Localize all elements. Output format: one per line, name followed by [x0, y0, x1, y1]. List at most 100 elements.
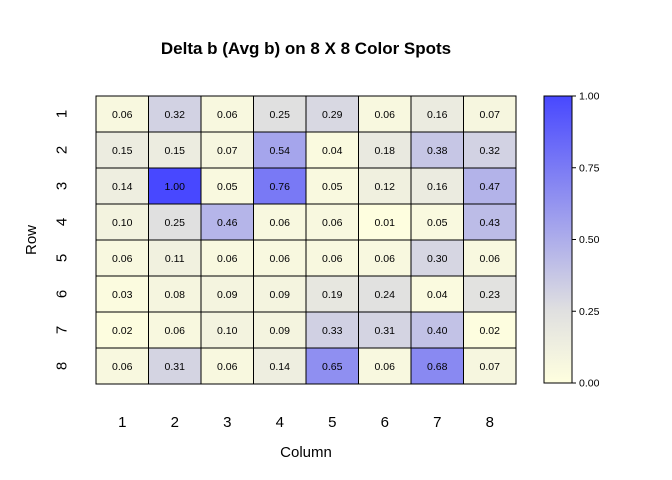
legend-tick-label: 0.75: [579, 162, 600, 174]
cell-value-label: 0.12: [375, 181, 396, 193]
heatmap-cell-r6-c2: [148, 275, 202, 313]
cell-value-label: 0.10: [112, 217, 133, 229]
cell-value-label: 0.76: [270, 181, 291, 193]
heatmap-cell-r3-c4: [253, 167, 307, 205]
cell-value-label: 0.18: [375, 145, 396, 157]
heatmap-cell-r2-c6: [358, 131, 412, 169]
heatmap-cell-r7-c1: [95, 311, 149, 349]
y-axis-ticks: 1 2 3 4 5 6 7 8: [54, 110, 71, 370]
cell-value-label: 0.10: [217, 325, 238, 337]
heatmap-cell-r5-c8: [463, 239, 517, 277]
x-axis-ticks: 1 2 3 4 5 6 7 8: [118, 414, 494, 431]
y-tick-label: 7: [54, 326, 71, 334]
legend-tick-label: 1.00: [579, 91, 600, 103]
cell-value-label: 0.07: [217, 145, 238, 157]
cell-value-label: 0.29: [322, 109, 343, 121]
cell-value-label: 0.06: [165, 325, 186, 337]
legend-tick-label: 0.50: [579, 234, 600, 246]
cell-value-label: 0.06: [112, 109, 133, 121]
cell-value-label: 0.02: [112, 325, 133, 337]
heatmap-cell-r4-c3: [200, 203, 254, 241]
heatmap-cell-r8-c1: [95, 347, 149, 385]
heatmap-cell-r5-c7: [410, 239, 464, 277]
heatmap-cell-r6-c7: [410, 275, 464, 313]
heatmap-cell-r3-c1: [95, 167, 149, 205]
cell-value-label: 0.06: [270, 253, 291, 265]
cell-value-label: 0.11: [165, 253, 185, 265]
x-tick-label: 8: [486, 414, 494, 431]
x-tick-label: 4: [276, 414, 284, 431]
cell-value-label: 0.19: [322, 289, 343, 301]
cell-value-label: 0.07: [480, 109, 501, 121]
heatmap-cell-r8-c8: [463, 347, 517, 385]
y-tick-label: 3: [54, 182, 71, 190]
cell-value-label: 0.16: [427, 181, 448, 193]
y-tick-label: 1: [54, 110, 71, 118]
cell-value-label: 0.06: [112, 361, 133, 373]
heatmap-cell-r6-c3: [200, 275, 254, 313]
cell-value-label: 0.24: [375, 289, 396, 301]
y-tick-label: 4: [54, 218, 71, 226]
cell-value-label: 0.06: [480, 253, 501, 265]
heatmap-cell-r3-c6: [358, 167, 412, 205]
x-tick-label: 7: [433, 414, 441, 431]
heatmap-cell-r3-c7: [410, 167, 464, 205]
cell-value-label: 0.05: [217, 181, 238, 193]
cell-value-label: 0.05: [427, 217, 448, 229]
cell-value-label: 0.33: [322, 325, 343, 337]
cell-value-label: 0.06: [322, 253, 343, 265]
heatmap-cell-r7-c8: [463, 311, 517, 349]
legend-tick-label: 0.25: [579, 306, 600, 318]
y-tick-label: 6: [54, 290, 71, 298]
heatmap-cell-r1-c6: [358, 95, 412, 133]
heatmap-cell-r3-c5: [305, 167, 359, 205]
cell-value-label: 0.40: [427, 325, 448, 337]
heatmap-cell-r2-c2: [148, 131, 202, 169]
heatmap-cell-r7-c5: [305, 311, 359, 349]
cell-value-label: 0.14: [270, 361, 291, 373]
cell-value-label: 0.15: [112, 145, 133, 157]
cell-value-label: 0.01: [375, 217, 396, 229]
cell-value-label: 0.03: [112, 289, 133, 301]
cell-value-label: 0.31: [165, 361, 186, 373]
cell-value-label: 0.06: [217, 361, 238, 373]
cell-value-label: 0.06: [217, 109, 238, 121]
heatmap-cell-r4-c7: [410, 203, 464, 241]
heatmap-cell-r8-c5: [305, 347, 359, 385]
cell-value-label: 0.07: [480, 361, 501, 373]
cell-value-label: 0.14: [112, 181, 133, 193]
cell-value-label: 0.16: [427, 109, 448, 121]
cell-value-label: 0.06: [375, 361, 396, 373]
cell-value-label: 0.06: [375, 109, 396, 121]
heatmap-cell-r1-c2: [148, 95, 202, 133]
heatmap-cell-r6-c5: [305, 275, 359, 313]
cell-value-label: 0.32: [165, 109, 186, 121]
cell-value-label: 0.15: [165, 145, 186, 157]
heatmap-cell-r7-c2: [148, 311, 202, 349]
y-tick-label: 8: [54, 362, 71, 370]
cell-value-label: 0.08: [165, 289, 186, 301]
cell-value-label: 0.09: [270, 325, 291, 337]
heatmap-cell-r1-c8: [463, 95, 517, 133]
heatmap-cell-r3-c3: [200, 167, 254, 205]
cell-value-label: 0.09: [270, 289, 291, 301]
cell-value-label: 0.06: [217, 253, 238, 265]
legend-color-bar: [543, 95, 573, 384]
cell-value-label: 0.06: [322, 217, 343, 229]
heatmap-cell-r4-c4: [253, 203, 307, 241]
y-axis-title: Row: [23, 225, 40, 255]
chart-title: Delta b (Avg b) on 8 X 8 Color Spots: [161, 39, 451, 58]
x-tick-label: 6: [381, 414, 389, 431]
heatmap-cell-r7-c7: [410, 311, 464, 349]
x-axis-title: Column: [280, 444, 332, 461]
cell-value-label: 0.02: [480, 325, 501, 337]
heatmap-cell-r5-c5: [305, 239, 359, 277]
x-tick-label: 1: [118, 414, 126, 431]
cell-value-label: 0.31: [375, 325, 396, 337]
cell-value-label: 0.05: [322, 181, 343, 193]
y-tick-label: 5: [54, 254, 71, 262]
cell-value-label: 0.47: [480, 181, 501, 193]
heatmap-cell-r8-c3: [200, 347, 254, 385]
heatmap-cell-r6-c8: [463, 275, 517, 313]
